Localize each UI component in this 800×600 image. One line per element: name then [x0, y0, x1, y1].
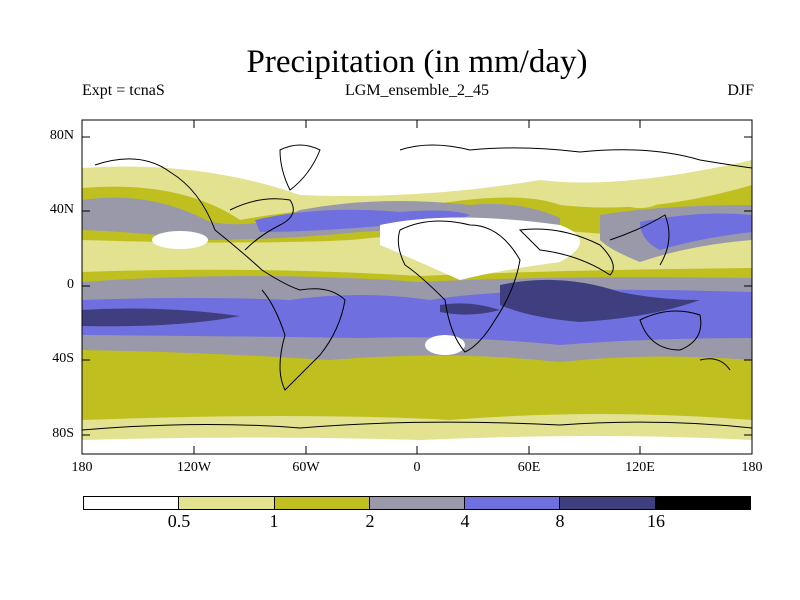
x-tick-60e: 60E: [517, 460, 541, 475]
x-tick-120w: 120W: [176, 460, 212, 475]
colorbar-label-0-5: 0.5: [167, 511, 191, 531]
experiment-label: Expt = tcnaS: [82, 82, 165, 99]
colorbar-segment-3: [369, 497, 466, 509]
x-tick-180e: 180: [741, 460, 763, 475]
precip-fields: [82, 120, 752, 454]
y-tick-0: 0: [67, 277, 74, 292]
colorbar-segment-2: [274, 497, 370, 509]
y-tick-80n: 80N: [49, 128, 74, 143]
coastlines: [82, 144, 752, 431]
colorbar-label-1: 1: [269, 511, 279, 531]
dataset-label: LGM_ensemble_2_45: [345, 82, 489, 99]
plot-title: Precipitation (in mm/day): [246, 44, 588, 80]
colorbar-label-2: 2: [365, 511, 375, 531]
y-tick-80s: 80S: [52, 426, 74, 441]
x-tick-180w: 180: [71, 460, 93, 475]
x-tick-0: 0: [413, 460, 421, 475]
x-tick-120e: 120E: [625, 460, 655, 475]
colorbar-segment-1: [179, 497, 275, 509]
x-tick-60w: 60W: [292, 460, 320, 475]
axis-ticks: [82, 120, 752, 454]
colorbar-label-8: 8: [555, 511, 565, 531]
colorbar-segment-4: [465, 497, 561, 509]
colorbar-label-16: 16: [647, 511, 665, 531]
colorbar-segment-5: [560, 497, 656, 509]
colorbar-segment-6: [655, 497, 750, 509]
colorbar: [83, 496, 751, 510]
season-label: DJF: [727, 82, 754, 99]
colorbar-segment-0: [84, 497, 180, 509]
y-tick-40n: 40N: [49, 202, 74, 217]
y-tick-40s: 40S: [52, 351, 74, 366]
colorbar-label-4: 4: [460, 511, 470, 531]
